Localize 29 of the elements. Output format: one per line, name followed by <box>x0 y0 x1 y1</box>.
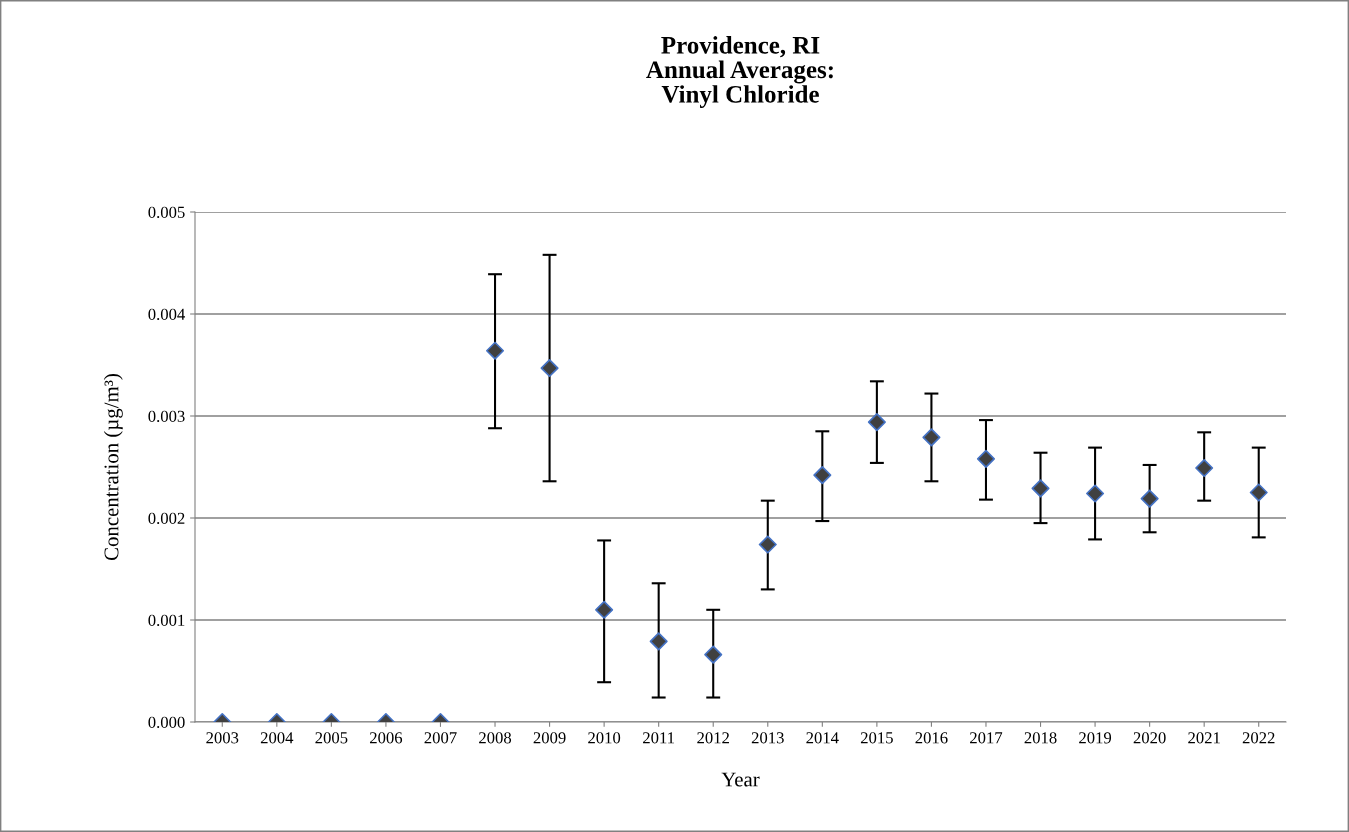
x-tick-label: 2010 <box>588 732 621 744</box>
y-tick-label: 0.005 <box>148 206 185 219</box>
x-tick-label: 2004 <box>260 732 294 744</box>
x-tick-label: 2012 <box>697 732 729 744</box>
x-axis-title: Year <box>721 772 760 787</box>
x-tick-label: 2020 <box>1133 732 1166 744</box>
x-tick-label: 2015 <box>860 732 893 744</box>
x-tick-label: 2008 <box>479 732 512 744</box>
y-tick-label: 0.001 <box>148 614 185 627</box>
y-tick-label: 0.002 <box>148 512 185 525</box>
x-tick-label: 2018 <box>1024 732 1057 744</box>
chart-title: Providence, RI Annual Averages: Vinyl Chloride <box>646 36 833 108</box>
x-tick-label: 2011 <box>643 732 675 744</box>
x-tick-label: 2016 <box>915 732 948 744</box>
x-tick-label: 2013 <box>751 732 784 744</box>
x-tick-label: 2005 <box>315 732 348 744</box>
x-tick-label: 2017 <box>970 732 1003 744</box>
x-tick-label: 2014 <box>806 732 839 744</box>
y-axis-title: Concentration (µg/m³) <box>103 374 123 561</box>
x-tick-label: 2022 <box>1242 732 1275 744</box>
x-tick-label: 2021 <box>1188 732 1220 744</box>
y-tick-label: 0.003 <box>148 410 185 423</box>
x-tick-label: 2007 <box>424 732 457 744</box>
x-tick-label: 2019 <box>1079 732 1112 744</box>
y-tick-label: 0.004 <box>148 308 186 321</box>
x-tick-label: 2003 <box>206 732 239 744</box>
y-tick-label: 0.000 <box>148 716 185 729</box>
x-tick-label: 2009 <box>533 732 566 744</box>
x-tick-label: 2006 <box>369 732 403 744</box>
